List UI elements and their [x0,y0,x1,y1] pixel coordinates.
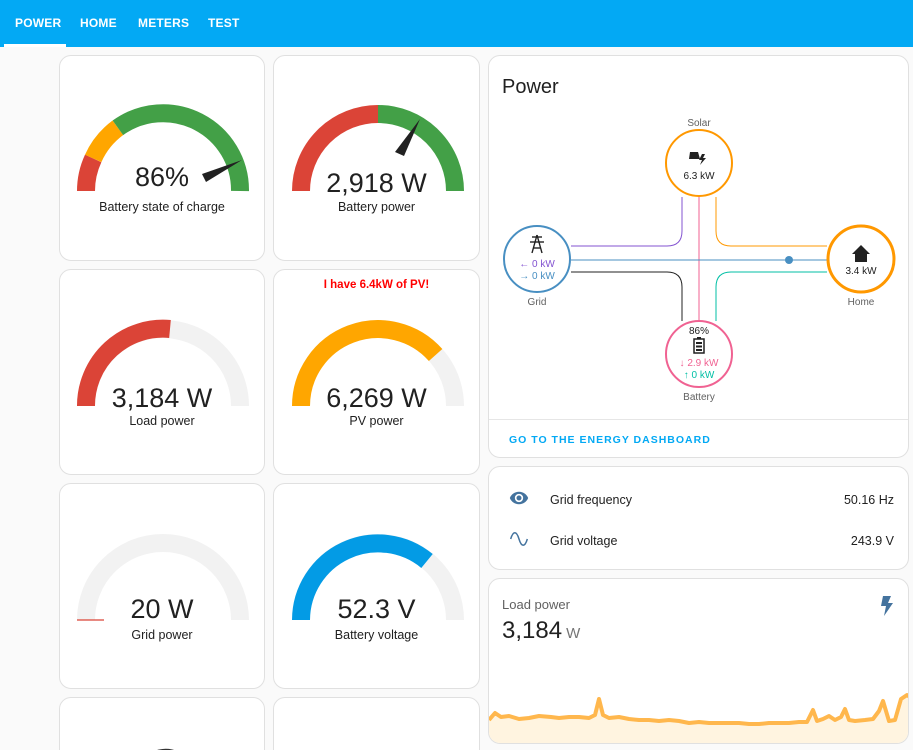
load-power-gauge [76,319,249,407]
battery-voltage-gauge [292,534,464,621]
gauge-needle [395,119,420,156]
gauge-label: Grid power [131,628,193,642]
battery-voltage-gauge-card[interactable]: 52.3 V Battery voltage [273,483,480,689]
load-history-sparkline [489,693,908,743]
gauge-label: Battery state of charge [99,200,225,214]
sine-wave-icon [509,532,529,546]
gauge-label: PV power [349,414,404,428]
gauge-label: Load power [129,414,195,428]
partial-gauge [157,748,175,750]
solar-power-icon [689,152,706,165]
entity-value: 243.9 V [850,534,894,548]
grid-to-battery-line [571,271,683,321]
gauge-label: Battery voltage [334,628,419,642]
entity-value: 50.16 Hz [843,493,894,507]
divider [489,419,908,420]
gauge-needle [202,160,242,182]
battery-soc: 86% [689,326,709,337]
flow-dot [785,256,793,264]
tab-test[interactable]: TEST [208,16,240,30]
gauge-value: 86% [134,162,190,192]
battery-label: Battery [683,392,715,403]
top-app-bar: POWER HOME METERS TEST [0,0,913,47]
solar-node[interactable] [665,129,733,197]
pv-power-gauge [292,320,464,407]
sensor-title: Load power [502,597,570,612]
gauge-value: 2,918 W [326,168,427,198]
entity-row-grid-frequency[interactable]: Grid frequency 50.16 Hz [489,484,908,514]
pv-power-gauge-card[interactable]: I have 6.4kW of PV! 6,269 W PV power [273,269,480,475]
entity-name: Grid frequency [550,493,632,507]
battery-icon [693,337,705,354]
gauge-card-partial[interactable] [273,697,480,750]
home-icon [852,245,870,262]
grid-power-gauge [77,534,249,621]
sensor-value: 3,184 W [502,617,581,644]
entity-name: Grid voltage [550,534,618,548]
power-flow-diagram: Solar 6.3 kW ← 0 kW → 0 kW Grid 3.4 kW H… [503,118,896,403]
battery-power-gauge [292,105,464,192]
pv-note: I have 6.4kW of PV! [323,279,430,291]
grid-import-value: → 0 kW [519,271,555,282]
load-power-gauge-card[interactable]: 3,184 W Load power [59,269,265,475]
home-label: Home [848,297,875,308]
battery-soc-gauge-card[interactable]: 86% Battery state of charge [59,55,265,261]
grid-label: Grid [528,297,547,308]
grid-node[interactable] [503,225,571,293]
solar-label: Solar [687,118,711,129]
gauge-value: 6,269 W [326,383,427,413]
card-title: Power [502,76,559,98]
gauge-value: 3,184 W [111,383,213,413]
grid-power-gauge-card[interactable]: 20 W Grid power [59,483,265,689]
grid-export-value: ← 0 kW [519,259,555,270]
battery-power-gauge-card[interactable]: 2,918 W Battery power [273,55,480,261]
gauge-card-partial[interactable] [59,697,265,750]
battery-node[interactable] [665,320,733,388]
solar-to-grid-line [571,197,683,247]
battery-discharge-value: ↓ 2.9 kW [680,358,719,369]
battery-charge-value: ↑ 0 kW [684,370,715,381]
tab-meters[interactable]: METERS [138,16,190,30]
home-value: 3.4 kW [845,266,877,277]
battery-soc-gauge [76,104,250,192]
solar-value: 6.3 kW [683,171,715,182]
active-tab-indicator [4,44,66,47]
entities-card: Grid frequency 50.16 Hz Grid voltage 243… [488,466,909,570]
gauge-value: 52.3 V [337,594,416,624]
gauge-value: 20 W [130,594,194,624]
power-flow-card: Power Solar 6.3 kW ← 0 kW → 0 kW Grid [488,55,909,458]
solar-to-home-line [715,197,827,247]
battery-to-home-line [715,271,827,321]
tab-home[interactable]: HOME [80,16,117,30]
flash-icon [881,596,893,616]
load-power-sensor-card[interactable]: Load power 3,184 W [488,578,909,744]
eye-icon [509,491,529,505]
tab-power[interactable]: POWER [15,16,62,30]
energy-dashboard-link[interactable]: GO TO THE ENERGY DASHBOARD [509,434,711,446]
gauge-label: Battery power [337,200,416,214]
entity-row-grid-voltage[interactable]: Grid voltage 243.9 V [489,525,908,555]
transmission-tower-icon [530,234,544,254]
